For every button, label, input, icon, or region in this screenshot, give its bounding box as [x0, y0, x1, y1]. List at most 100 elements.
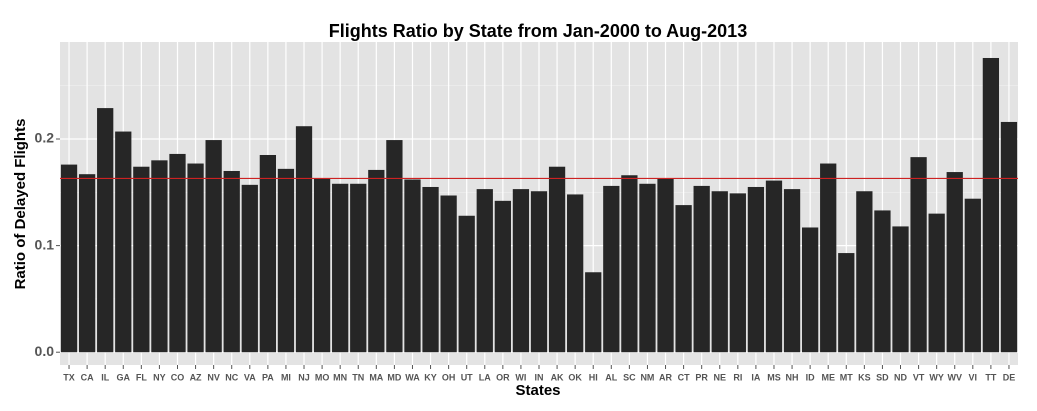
x-tick-label: NC [225, 372, 238, 382]
x-tick-label: RI [733, 372, 742, 382]
bar [350, 183, 367, 353]
y-axis-label: Ratio of Delayed Flights [12, 119, 29, 290]
x-tick-label: CO [171, 372, 185, 382]
y-tick-label: 0.2 [35, 130, 55, 146]
bar [151, 160, 168, 353]
x-tick-label: NY [153, 372, 166, 382]
bar [440, 195, 457, 353]
x-tick-label: CA [81, 372, 94, 382]
x-tick-label: AZ [190, 372, 202, 382]
x-tick-label: NM [640, 372, 654, 382]
bar [747, 186, 765, 353]
bar [404, 179, 421, 353]
chart-title: Flights Ratio by State from Jan-2000 to … [329, 21, 747, 41]
x-tick-label: NV [207, 372, 220, 382]
bar [458, 215, 475, 353]
x-tick-label: KS [858, 372, 871, 382]
bar [783, 189, 801, 353]
bar [368, 169, 385, 353]
bar [964, 198, 981, 353]
x-tick-label: TX [63, 372, 75, 382]
x-tick-label: PA [262, 372, 274, 382]
bar [603, 185, 620, 353]
x-tick-label: MS [767, 372, 781, 382]
bar [78, 174, 96, 353]
bar [820, 163, 837, 353]
bar [928, 213, 945, 353]
x-tick-label: PR [695, 372, 708, 382]
x-tick-label: MI [281, 372, 291, 382]
bar [512, 189, 530, 353]
bar [313, 178, 331, 353]
x-tick-label: MN [333, 372, 347, 382]
bar [729, 193, 746, 353]
x-tick-label: IA [751, 372, 761, 382]
bar [675, 205, 692, 353]
x-tick-label: NE [713, 372, 726, 382]
x-tick-label: AL [605, 372, 617, 382]
bar [259, 154, 277, 353]
bar [567, 194, 584, 353]
bar [241, 184, 258, 353]
bar [585, 272, 602, 353]
x-tick-label: NH [786, 372, 799, 382]
bar [223, 170, 240, 353]
x-tick-label: MO [315, 372, 330, 382]
x-tick-label: OR [496, 372, 510, 382]
bar [711, 191, 728, 353]
bar [422, 186, 439, 353]
bar [693, 185, 710, 353]
x-tick-label: WY [929, 372, 944, 382]
x-tick-label: WA [405, 372, 420, 382]
bar [1000, 121, 1018, 353]
x-tick-label: IN [535, 372, 544, 382]
bar [187, 163, 204, 353]
bar [874, 210, 891, 353]
x-tick-label: VT [913, 372, 925, 382]
x-tick-label: WV [947, 372, 962, 382]
bar [639, 183, 656, 353]
bar [386, 140, 403, 353]
bar [332, 183, 349, 353]
x-tick-label: NJ [298, 372, 310, 382]
x-tick-label: GA [117, 372, 131, 382]
bar [946, 172, 963, 353]
bar [621, 175, 638, 353]
bar [530, 191, 548, 353]
x-tick-label: OK [568, 372, 582, 382]
bar [97, 108, 114, 353]
bar [115, 131, 132, 353]
bar [765, 180, 783, 353]
x-tick-label: KY [424, 372, 437, 382]
bar [801, 227, 819, 353]
x-tick-label: MD [387, 372, 401, 382]
x-tick-label: HI [589, 372, 598, 382]
bar [133, 166, 150, 353]
x-tick-label: IL [101, 372, 110, 382]
x-axis-label: States [515, 382, 560, 399]
bar [476, 189, 493, 353]
x-tick-label: ND [894, 372, 907, 382]
x-tick-label: UT [461, 372, 473, 382]
x-tick-label: MA [369, 372, 383, 382]
x-tick-label: CT [678, 372, 690, 382]
x-tick-label: LA [479, 372, 491, 382]
x-tick-label: OH [442, 372, 456, 382]
y-tick-label: 0.1 [35, 236, 55, 252]
x-tick-label: VI [969, 372, 978, 382]
x-tick-label: WI [515, 372, 526, 382]
bar [60, 164, 78, 353]
x-tick-label: ID [806, 372, 816, 382]
y-tick-label: 0.0 [35, 343, 55, 359]
x-tick-label: VA [244, 372, 256, 382]
bar [205, 140, 222, 353]
bar [548, 166, 566, 353]
x-tick-label: SD [876, 372, 889, 382]
bar [494, 200, 511, 353]
bar [838, 253, 855, 353]
bar [657, 178, 674, 353]
bar [277, 168, 295, 353]
x-tick-label: SC [623, 372, 636, 382]
bar [856, 191, 873, 353]
bar [169, 153, 186, 353]
